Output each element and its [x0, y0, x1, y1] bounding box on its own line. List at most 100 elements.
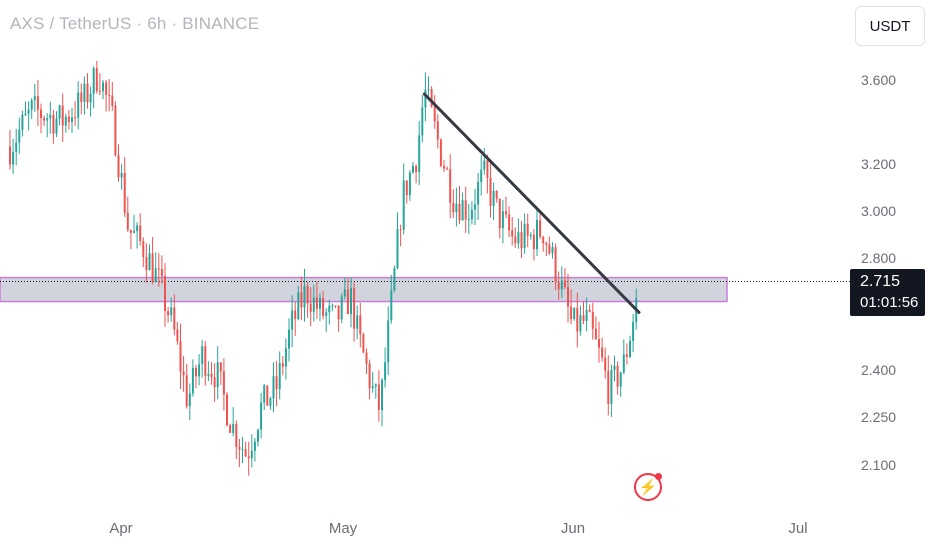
candle-body [405, 180, 408, 196]
candle-body [393, 268, 396, 291]
candle-body [452, 202, 455, 213]
candle-body [545, 243, 548, 245]
candle-body [430, 89, 433, 107]
price-tick: 3.000 [861, 203, 897, 219]
time-tick: Jul [788, 520, 808, 537]
candle-body [331, 305, 334, 307]
candle-body [108, 94, 111, 96]
candle-body [412, 165, 414, 173]
candle-body [241, 449, 244, 451]
candle-body [532, 234, 535, 250]
candle-body [319, 297, 321, 309]
candle-body [501, 211, 504, 229]
candle-body [582, 315, 585, 321]
candle-body [105, 82, 108, 95]
time-tick: Apr [109, 520, 133, 537]
candle-body [529, 234, 532, 236]
candle-body [474, 204, 476, 210]
candle-body [483, 160, 486, 170]
candle-body [182, 371, 185, 376]
candle-body [288, 329, 290, 349]
candle-body [619, 372, 622, 387]
candle-body [24, 113, 27, 116]
candle-body [408, 172, 411, 196]
candle-body [40, 109, 42, 119]
candle-body [250, 450, 253, 459]
candle-body [98, 90, 101, 92]
candle-body [15, 142, 18, 152]
candle-body [71, 117, 73, 122]
candle-body [334, 305, 337, 307]
price-tick: 2.800 [861, 250, 897, 266]
candle-body [263, 385, 266, 403]
candle-body [477, 181, 480, 205]
currency-button[interactable]: USDT [855, 6, 925, 46]
candle-body [424, 89, 427, 108]
candle-body [539, 220, 542, 237]
candle-body [188, 393, 191, 407]
candle-body [260, 402, 263, 430]
symbol-title[interactable]: AXS / TetherUS · 6h · BINANCE [10, 14, 260, 33]
candle-body [275, 376, 278, 390]
candle-body [616, 365, 619, 387]
candle-body [446, 168, 449, 170]
candle-body [567, 287, 569, 307]
candle-body [219, 362, 222, 372]
candle-body [154, 268, 157, 282]
candle-body [164, 276, 166, 312]
candle-body [601, 347, 604, 358]
candle-body [402, 180, 405, 230]
candle-body [247, 456, 250, 459]
candle-body [120, 172, 123, 178]
candle-body [343, 289, 346, 297]
trendline[interactable] [422, 92, 641, 314]
candle-body [523, 223, 526, 249]
candle-body [427, 89, 430, 91]
candle-body [322, 297, 325, 317]
candle-body [303, 285, 306, 308]
support-resistance-zone [0, 276, 728, 303]
candle-body [151, 253, 154, 282]
candle-body [198, 364, 201, 377]
candle-body [58, 105, 61, 119]
candle-body [560, 280, 563, 290]
flash-icon[interactable]: ⚡ [634, 473, 662, 501]
candle-body [284, 348, 287, 367]
candle-body [294, 310, 297, 319]
candle-body [470, 209, 473, 220]
candle-body [179, 341, 182, 372]
candle-body [632, 321, 635, 341]
candle-body [30, 100, 33, 110]
candle-body [309, 303, 312, 312]
candle-body [498, 198, 501, 229]
candle-body [356, 315, 359, 329]
candle-body [607, 370, 610, 404]
candle-body [77, 92, 80, 118]
candle-body [235, 423, 238, 447]
candle-body [18, 129, 21, 143]
candle-body [213, 377, 216, 388]
candle-body [272, 376, 275, 399]
candle-body [142, 241, 145, 257]
candle-body [222, 371, 225, 395]
candle-body [210, 373, 213, 378]
bar-countdown: 01:01:56 [860, 294, 919, 311]
candle-body [9, 146, 11, 165]
candle-body [306, 285, 309, 304]
candle-body [204, 346, 207, 376]
lightning-glyph: ⚡ [638, 479, 658, 496]
candle-body [33, 96, 36, 101]
candle-body [526, 223, 529, 236]
candle-body [67, 116, 70, 122]
candle-body [117, 155, 120, 178]
candle-body [201, 346, 204, 365]
candle-body [89, 93, 92, 103]
candle-body [486, 160, 489, 178]
candle-body [399, 229, 402, 231]
candle-body [573, 307, 576, 319]
candle-body [253, 441, 256, 451]
candle-body [381, 380, 383, 410]
candle-body [480, 169, 483, 182]
candle-body [517, 232, 520, 244]
